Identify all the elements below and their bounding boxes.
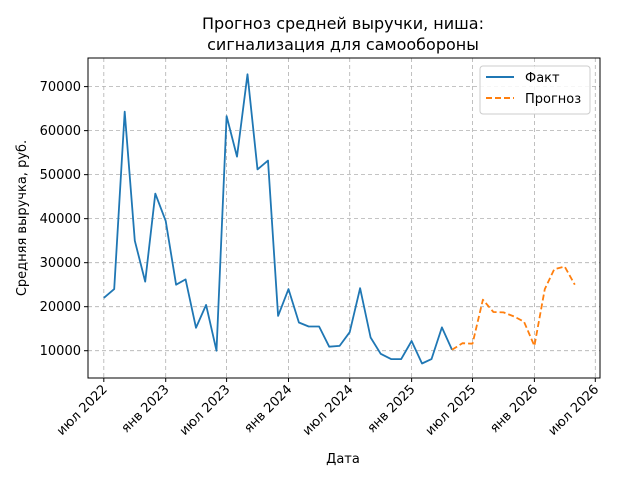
y-axis: 10000 20000 30000 40000 50000 60000 70000 [40, 80, 88, 359]
y-tick-label: 70000 [40, 80, 81, 95]
x-tick-label: янв 2025 [365, 382, 419, 436]
chart-title-line-2: сигнализация для самообороны [207, 35, 479, 54]
legend: Факт Прогноз [479, 65, 591, 115]
x-tick-label: июл 2025 [423, 382, 480, 439]
y-tick-label: 20000 [40, 300, 81, 315]
x-tick-label: июл 2024 [300, 382, 357, 439]
series-line-forecast [451, 265, 576, 351]
series-layer [103, 73, 576, 365]
plot-area-frame [87, 57, 601, 379]
x-tick-label: июл 2022 [54, 382, 111, 439]
x-axis-label: Дата [326, 452, 360, 467]
y-axis-label: Средняя выручка, руб. [15, 140, 30, 296]
x-tick-label: янв 2026 [487, 382, 541, 436]
y-tick-label: 10000 [40, 344, 81, 359]
x-tick-label: июл 2026 [546, 382, 603, 439]
x-tick-label: янв 2023 [119, 382, 173, 436]
legend-label-forecast: Прогноз [525, 92, 581, 107]
legend-label-actual: Факт [525, 71, 560, 86]
y-tick-label: 30000 [40, 256, 81, 271]
x-axis: июл 2022 янв 2023 июл 2023 янв 2024 июл 2024… [54, 378, 602, 439]
x-tick-label: июл 2023 [177, 382, 234, 439]
y-tick-label: 40000 [40, 212, 81, 227]
y-tick-label: 60000 [40, 124, 81, 139]
y-tick-label: 50000 [40, 168, 81, 183]
series-line-actual [103, 73, 453, 365]
chart-title-line-1: Прогноз средней выручки, ниша: [202, 14, 484, 33]
x-tick-label: янв 2024 [241, 382, 295, 436]
